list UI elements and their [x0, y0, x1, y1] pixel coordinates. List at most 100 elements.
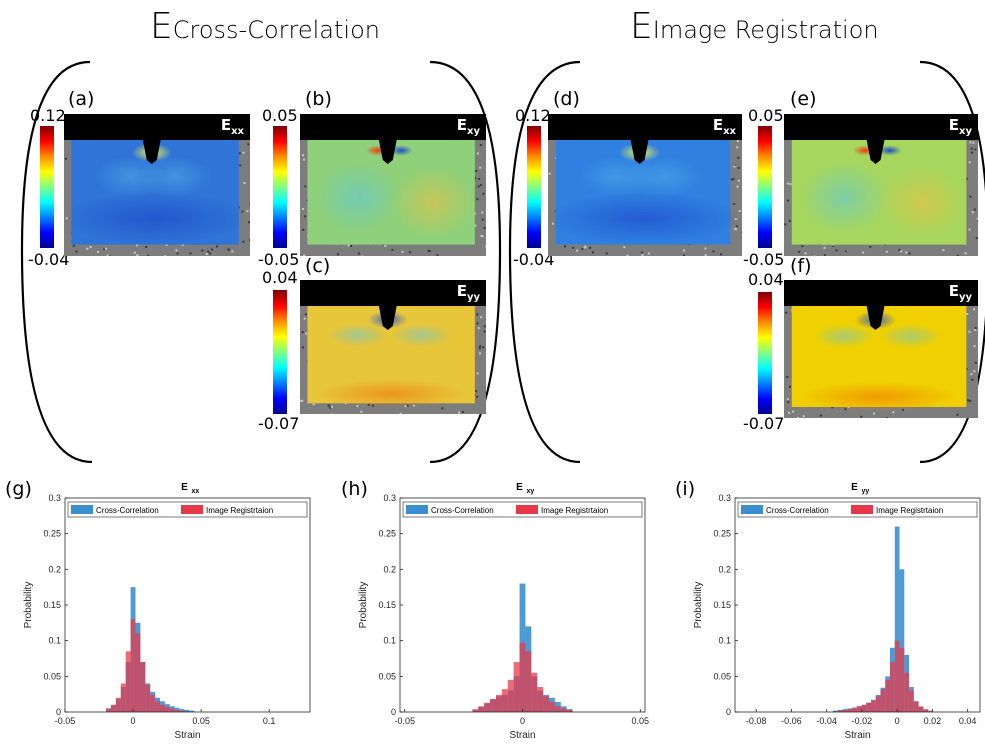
legend-swatch-image — [851, 505, 873, 514]
y-tick-label: 0.25 — [713, 529, 731, 539]
bar-image-registration — [169, 708, 175, 712]
bar-image-registration — [543, 696, 550, 712]
bar-image-registration — [174, 709, 180, 712]
bar-image-registration — [525, 651, 532, 712]
strain-map-d: Exx — [548, 114, 742, 256]
strain-map-a: Exx — [64, 114, 250, 256]
bar-cross-correlation — [174, 707, 180, 712]
component-label: Exx — [712, 116, 736, 137]
chart-title: E — [516, 482, 523, 493]
component-label: Exy — [456, 116, 480, 137]
x-tick-label: -0.06 — [781, 716, 802, 726]
bar-image-registration — [870, 700, 876, 712]
bar-image-registration — [904, 672, 910, 712]
bar-image-registration — [164, 707, 170, 712]
bar-image-registration — [909, 690, 914, 712]
bar-image-registration — [894, 640, 900, 712]
panel-label-d: (d) — [553, 88, 580, 110]
colorbar-b-max: 0.05 — [262, 106, 298, 125]
y-tick-label: 0.1 — [383, 636, 396, 646]
legend: Cross-Correlation Image Registrtaion — [67, 501, 308, 518]
bar-image-registration — [484, 702, 491, 712]
x-tick-label: -0.02 — [852, 716, 873, 726]
legend-swatch-cross — [406, 505, 428, 514]
bar-image-registration — [913, 701, 919, 712]
y-tick-label: 0.05 — [378, 671, 396, 681]
legend-label-image: Image Registrtaion — [206, 506, 273, 515]
histogram-figure: -0.05 0 0.05 0.100.050.10.150.20.250.3Strai… — [23, 482, 981, 741]
x-tick-label: 0.04 — [959, 716, 977, 726]
colorbar-c-min: -0.07 — [258, 414, 300, 433]
strain-map-e: Exy — [784, 114, 978, 256]
bar-image-registration — [847, 709, 852, 712]
x-tick-label: 0.1 — [263, 716, 276, 726]
bar-image-registration — [179, 710, 185, 712]
bar-image-registration — [478, 706, 485, 712]
bar-image-registration — [115, 697, 121, 712]
plot-area — [735, 498, 980, 712]
legend-label-cross: Cross-Correlation — [431, 506, 494, 515]
panel-label-h: (h) — [341, 478, 368, 500]
bar-image-registration — [899, 647, 905, 712]
histogram-0: -0.05 0 0.05 0.100.050.10.150.20.250.3Strai… — [23, 482, 311, 741]
chart-title: E — [851, 482, 858, 493]
y-tick-label: 0.25 — [43, 529, 61, 539]
colorbar-d — [527, 126, 541, 248]
title-cross-correlation: ECross-Correlation — [150, 6, 380, 47]
colorbar-c-max: 0.04 — [262, 268, 298, 287]
bracket-left-open — [20, 60, 93, 464]
bar-image-registration — [130, 619, 136, 712]
histogram-1: -0.05 0 0.0500.050.10.150.20.250.3StrainPr… — [358, 482, 649, 741]
component-label: Eyy — [948, 282, 972, 303]
bar-cross-correlation — [894, 526, 900, 712]
y-tick-label: 0.25 — [378, 529, 396, 539]
y-tick-label: 0.15 — [378, 600, 396, 610]
bar-image-registration — [145, 684, 151, 712]
y-tick-label: 0.2 — [718, 564, 731, 574]
bar-image-registration — [490, 699, 496, 712]
bar-cross-correlation — [184, 709, 190, 712]
notch — [137, 114, 166, 164]
bar-image-registration — [842, 709, 848, 712]
bar-image-registration — [111, 704, 116, 712]
chart-title-subscript: xy — [527, 488, 535, 495]
x-tick-label: 0 — [131, 716, 136, 726]
strain-map-c: Eyy — [300, 280, 486, 414]
bar-image-registration — [150, 694, 156, 712]
bar-image-registration — [866, 702, 871, 712]
bar-image-registration — [106, 708, 112, 712]
y-tick-label: 0 — [391, 707, 396, 717]
component-label: Exx — [220, 116, 244, 137]
bar-image-registration — [566, 709, 573, 712]
panel-label-a: (a) — [68, 88, 95, 110]
y-tick-label: 0.2 — [48, 564, 61, 574]
plot-area — [65, 498, 310, 712]
colorbar-a-max: 0.12 — [30, 106, 66, 125]
bar-image-registration — [495, 694, 502, 712]
bar-image-registration — [856, 706, 862, 712]
chart-title-subscript: yy — [862, 488, 870, 495]
bar-image-registration — [120, 683, 126, 712]
bar-image-registration — [837, 710, 843, 712]
x-tick-label: 0 — [520, 716, 525, 726]
x-tick-label: 0 — [895, 716, 900, 726]
x-tick-label: 0.05 — [632, 716, 650, 726]
title-image-registration: EImage Registration — [630, 6, 879, 47]
bar-image-registration — [160, 704, 165, 712]
bar-image-registration — [135, 633, 141, 712]
panel-label-f: (f) — [790, 255, 812, 277]
bar-image-registration — [125, 651, 131, 712]
bar-image-registration — [472, 709, 479, 712]
colorbar-f-min: -0.07 — [743, 414, 785, 433]
notch — [373, 114, 402, 164]
legend-label-cross: Cross-Correlation — [96, 506, 159, 515]
colorbar-b — [273, 126, 287, 248]
legend-label-image: Image Registrtaion — [541, 506, 608, 515]
colorbar-d-min: -0.04 — [513, 250, 555, 269]
legend: Cross-Correlation Image Registrtaion — [402, 501, 643, 518]
bar-image-registration — [537, 687, 544, 712]
bracket-right-close — [919, 60, 985, 464]
panel-label-c: (c) — [305, 255, 331, 277]
component-label: Eyy — [456, 282, 480, 303]
legend-label-cross: Cross-Correlation — [766, 506, 829, 515]
